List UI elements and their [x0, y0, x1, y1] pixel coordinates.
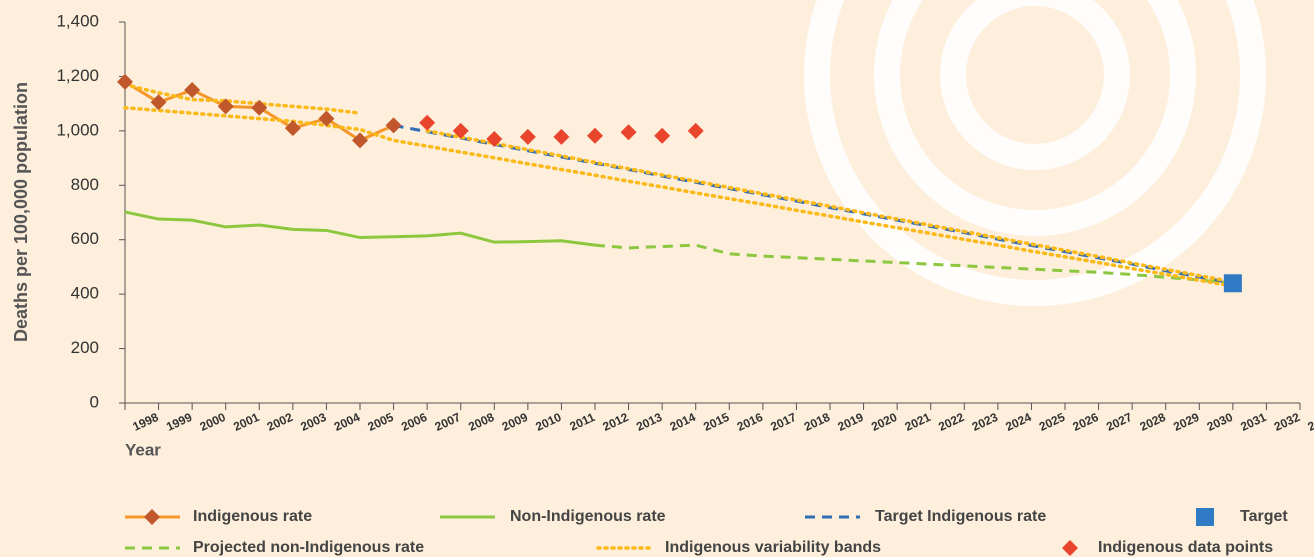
legend-label: Target Indigenous rate [875, 508, 1046, 525]
data-point [184, 82, 201, 99]
x-tick-label: 2027 [1104, 410, 1134, 434]
legend-marker [1196, 508, 1214, 526]
x-tick-label: 1999 [164, 410, 194, 434]
data-point [284, 120, 301, 137]
legend-label: Indigenous variability bands [665, 539, 881, 556]
x-tick-label: 2017 [768, 410, 798, 434]
x-tick-label: 2002 [265, 410, 295, 434]
data-point [117, 73, 133, 90]
x-tick-label: 2000 [198, 410, 228, 434]
x-tick-label: 2015 [701, 410, 731, 434]
x-tick-label: 2030 [1205, 410, 1235, 434]
legend-label: Projected non-Indigenous rate [193, 539, 424, 556]
y-tick-label: 0 [90, 392, 99, 411]
x-tick-label: 2009 [500, 410, 530, 434]
x-tick-label: 2006 [399, 410, 429, 434]
data-point [251, 99, 268, 116]
x-tick-label: 2008 [466, 410, 496, 434]
data-point [519, 128, 536, 145]
x-tick-label: 2013 [634, 410, 664, 434]
series-line [124, 210, 596, 247]
decoration [804, 0, 1266, 306]
data-point [1223, 274, 1242, 293]
x-tick-label: 2011 [568, 410, 598, 434]
series-line [123, 105, 1235, 288]
data-point [217, 98, 234, 115]
x-tick-label: 2028 [1138, 410, 1168, 434]
legend-label: Non-Indigenous rate [510, 508, 666, 525]
data-point [553, 128, 570, 145]
data-point [620, 124, 637, 141]
x-tick-label: 2007 [433, 410, 463, 434]
x-tick-label: 2014 [668, 410, 698, 434]
x-tick-label: 2019 [835, 410, 865, 434]
data-point [452, 122, 469, 139]
data-point [385, 117, 402, 134]
data-point [587, 127, 603, 144]
legend-marker [1062, 540, 1078, 556]
series-line [594, 243, 1234, 285]
x-tick-label: 2031 [1238, 410, 1268, 434]
series-line [425, 129, 1235, 284]
x-tick-label: 2012 [600, 410, 630, 434]
series-line [123, 82, 362, 115]
data-point [687, 122, 704, 139]
y-tick-label: 400 [71, 284, 99, 303]
y-tick-label: 1,000 [56, 120, 99, 139]
x-tick-label: 2025 [1037, 410, 1067, 434]
legend-label: Indigenous data points [1098, 539, 1273, 556]
y-tick-label: 1,200 [56, 66, 99, 85]
x-tick-label: 2010 [533, 410, 563, 434]
x-tick-label: 2024 [1003, 410, 1033, 434]
legend-label: Target [1240, 508, 1288, 525]
legend-marker [144, 509, 160, 525]
x-tick-label: 1998 [130, 410, 160, 434]
x-tick-label: 2023 [970, 410, 1000, 434]
x-tick-label: 2018 [802, 410, 832, 434]
x-tick-label: 2005 [365, 410, 395, 434]
y-tick-label: 800 [71, 175, 99, 194]
data-point [419, 114, 436, 131]
x-tick-label: 2020 [869, 410, 899, 434]
x-tick-label: 2032 [1272, 410, 1302, 434]
x-tick-label: 2004 [332, 410, 362, 434]
y-axis-label: Deaths per 100,000 population [11, 82, 31, 342]
x-tick-label: 2001 [231, 410, 261, 434]
data-point [486, 131, 503, 148]
x-tick-label: 2021 [903, 410, 933, 434]
x-tick-label: 2026 [1070, 410, 1100, 434]
x-tick-label: 2033 [1305, 410, 1314, 434]
legend-label: Indigenous rate [193, 508, 312, 525]
y-tick-label: 600 [71, 229, 99, 248]
data-point [150, 94, 167, 111]
x-tick-label: 2016 [735, 410, 765, 434]
data-point [654, 127, 671, 144]
y-tick-label: 200 [71, 338, 99, 357]
x-tick-label: 2029 [1171, 410, 1201, 434]
x-tick-label: 2022 [936, 410, 966, 434]
data-point [352, 132, 368, 149]
x-tick-label: 2003 [298, 410, 328, 434]
x-axis-label: Year [125, 440, 161, 459]
y-tick-label: 1,400 [56, 11, 99, 30]
data-point [318, 110, 335, 127]
